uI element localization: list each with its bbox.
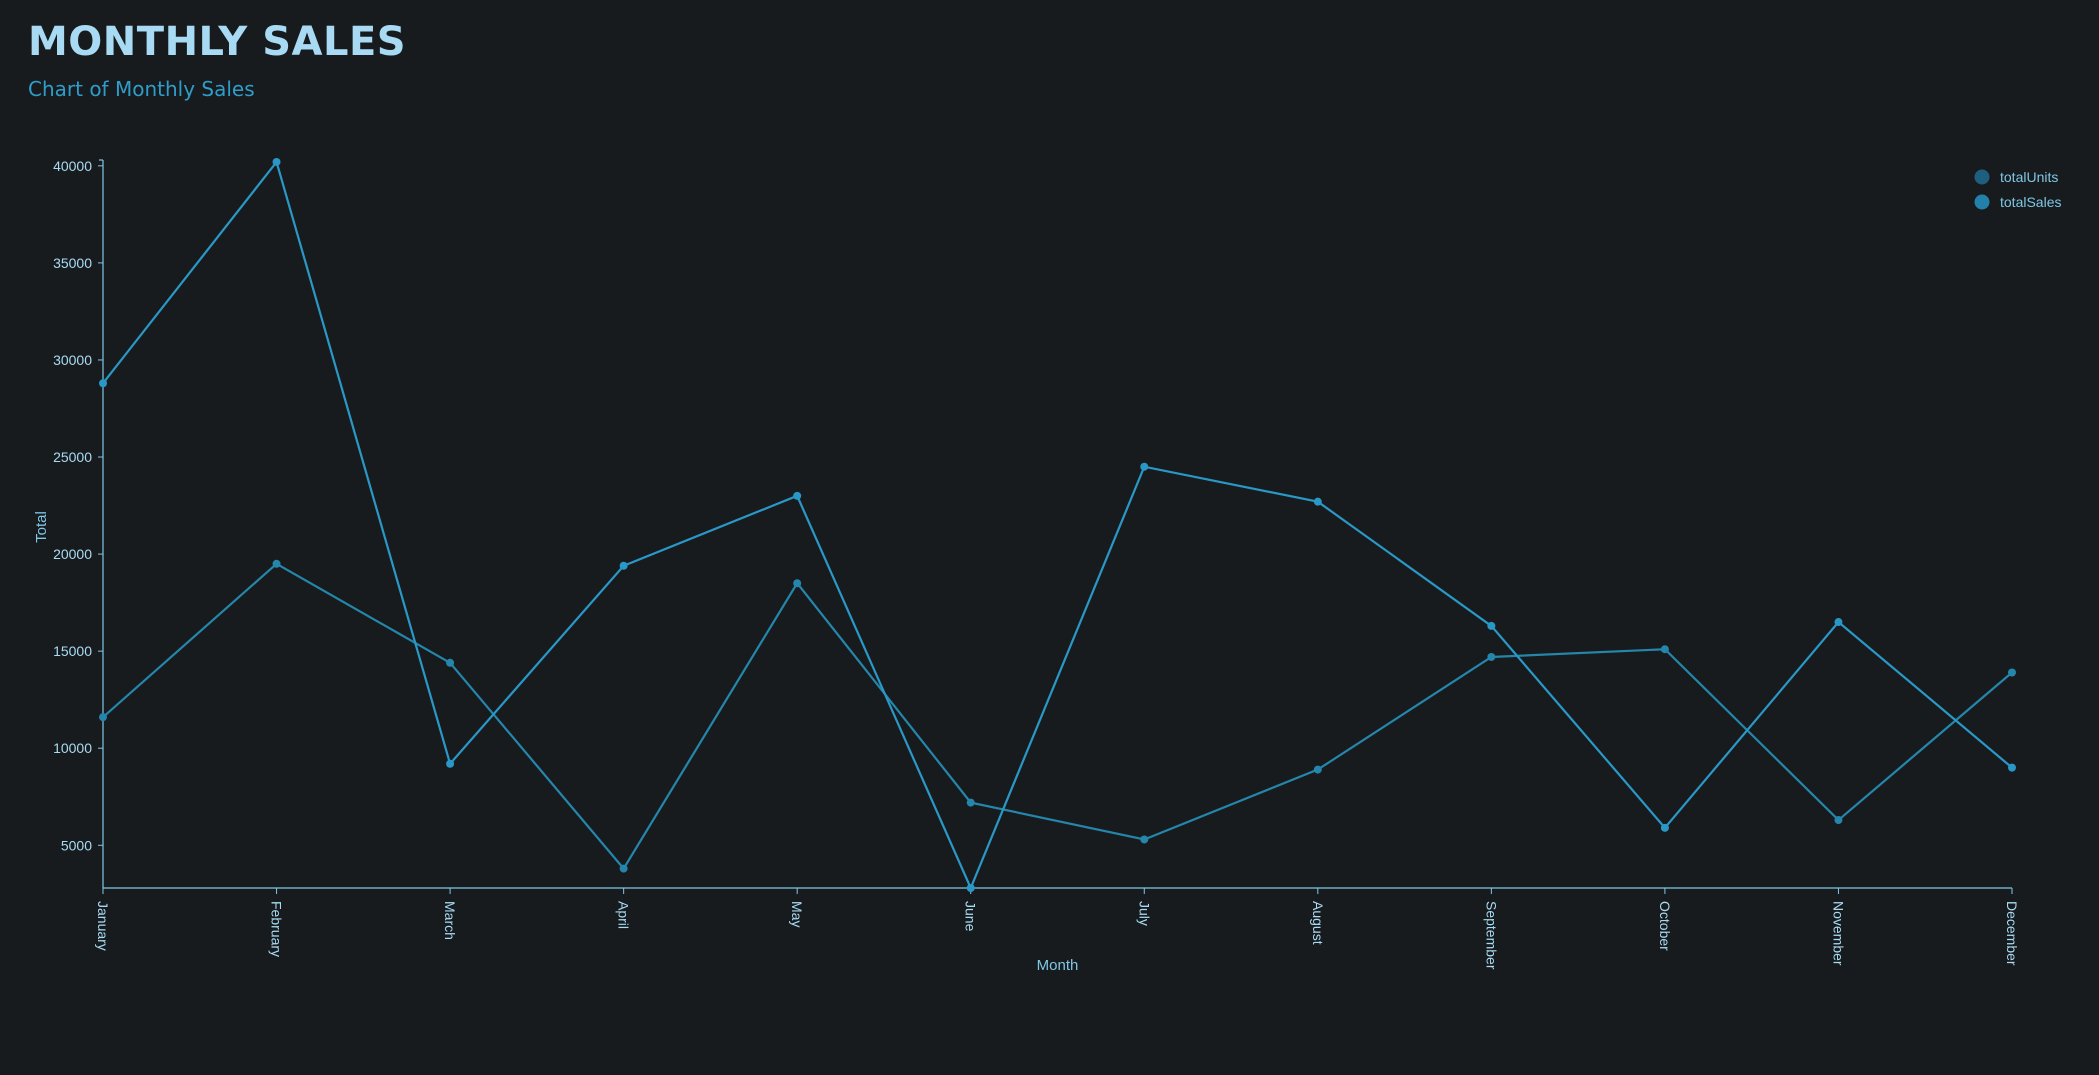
y-tick-label: 10000 xyxy=(53,740,92,756)
legend-marker-totalSales xyxy=(1974,194,1990,210)
data-point-totalUnits xyxy=(1660,645,1669,654)
legend-label-totalSales: totalSales xyxy=(2000,194,2061,210)
series-line-totalSales xyxy=(102,159,2013,891)
x-tick-label: November xyxy=(1830,901,1846,966)
x-tick-label: April xyxy=(616,901,632,929)
data-point-totalUnits xyxy=(966,798,975,807)
x-tick-label: March xyxy=(442,901,458,940)
page-header: MONTHLY SALES Chart of Monthly Sales xyxy=(28,20,406,101)
y-tick-label: 40000 xyxy=(53,158,92,174)
chart-legend: totalUnits totalSales xyxy=(1974,169,2061,210)
data-point-totalSales xyxy=(1660,823,1669,832)
data-point-totalUnits xyxy=(1140,835,1149,844)
x-axis-title: Month xyxy=(1037,957,1079,974)
data-point-totalUnits xyxy=(1313,765,1322,774)
x-tick-label: October xyxy=(1657,901,1673,951)
data-point-totalUnits xyxy=(2008,668,2016,677)
x-tick-label: August xyxy=(1310,901,1326,945)
data-point-totalSales xyxy=(2008,763,2016,772)
data-point-totalSales xyxy=(619,561,628,570)
data-point-totalSales xyxy=(446,759,455,768)
y-tick-label: 30000 xyxy=(53,352,92,368)
chart-series xyxy=(99,157,2016,892)
chart-axes: 5000 10000 15000 20000 25000 30000 35000 40000 J… xyxy=(33,158,2020,974)
x-tick-label: July xyxy=(1136,901,1152,926)
data-point-totalSales xyxy=(966,884,975,892)
x-tick-label: September xyxy=(1483,901,1499,970)
data-point-totalUnits xyxy=(619,864,628,873)
data-point-totalUnits xyxy=(99,713,107,722)
y-tick-label: 20000 xyxy=(53,546,92,562)
legend-label-totalUnits: totalUnits xyxy=(2000,169,2058,185)
data-point-totalUnits xyxy=(446,658,455,667)
x-tick-label: May xyxy=(789,901,805,927)
data-point-totalUnits xyxy=(1834,816,1843,825)
y-tick-label: 35000 xyxy=(53,255,92,271)
data-point-totalUnits xyxy=(272,559,281,568)
page-subtitle: Chart of Monthly Sales xyxy=(28,77,255,101)
data-point-totalSales xyxy=(272,157,281,166)
y-tick-label: 25000 xyxy=(53,449,92,465)
page-title: MONTHLY SALES xyxy=(28,19,407,65)
x-tick-label: January xyxy=(95,901,111,951)
data-point-totalSales xyxy=(99,379,107,388)
data-point-totalSales xyxy=(1834,618,1843,627)
series-line-totalUnits xyxy=(102,562,2013,871)
data-point-totalSales xyxy=(1313,497,1322,506)
x-tick-label: June xyxy=(963,901,979,932)
data-point-totalSales xyxy=(1140,462,1149,471)
legend-marker-totalUnits xyxy=(1974,169,1990,185)
x-tick-label: February xyxy=(269,901,285,957)
data-point-totalUnits xyxy=(793,579,802,588)
data-point-totalSales xyxy=(793,491,802,500)
data-point-totalUnits xyxy=(1487,652,1496,661)
x-tick-label: December xyxy=(2004,901,2020,966)
y-tick-label: 15000 xyxy=(53,643,92,659)
data-point-totalSales xyxy=(1487,621,1496,630)
y-tick-label: 5000 xyxy=(61,837,92,853)
y-axis-title: Total xyxy=(33,511,50,543)
